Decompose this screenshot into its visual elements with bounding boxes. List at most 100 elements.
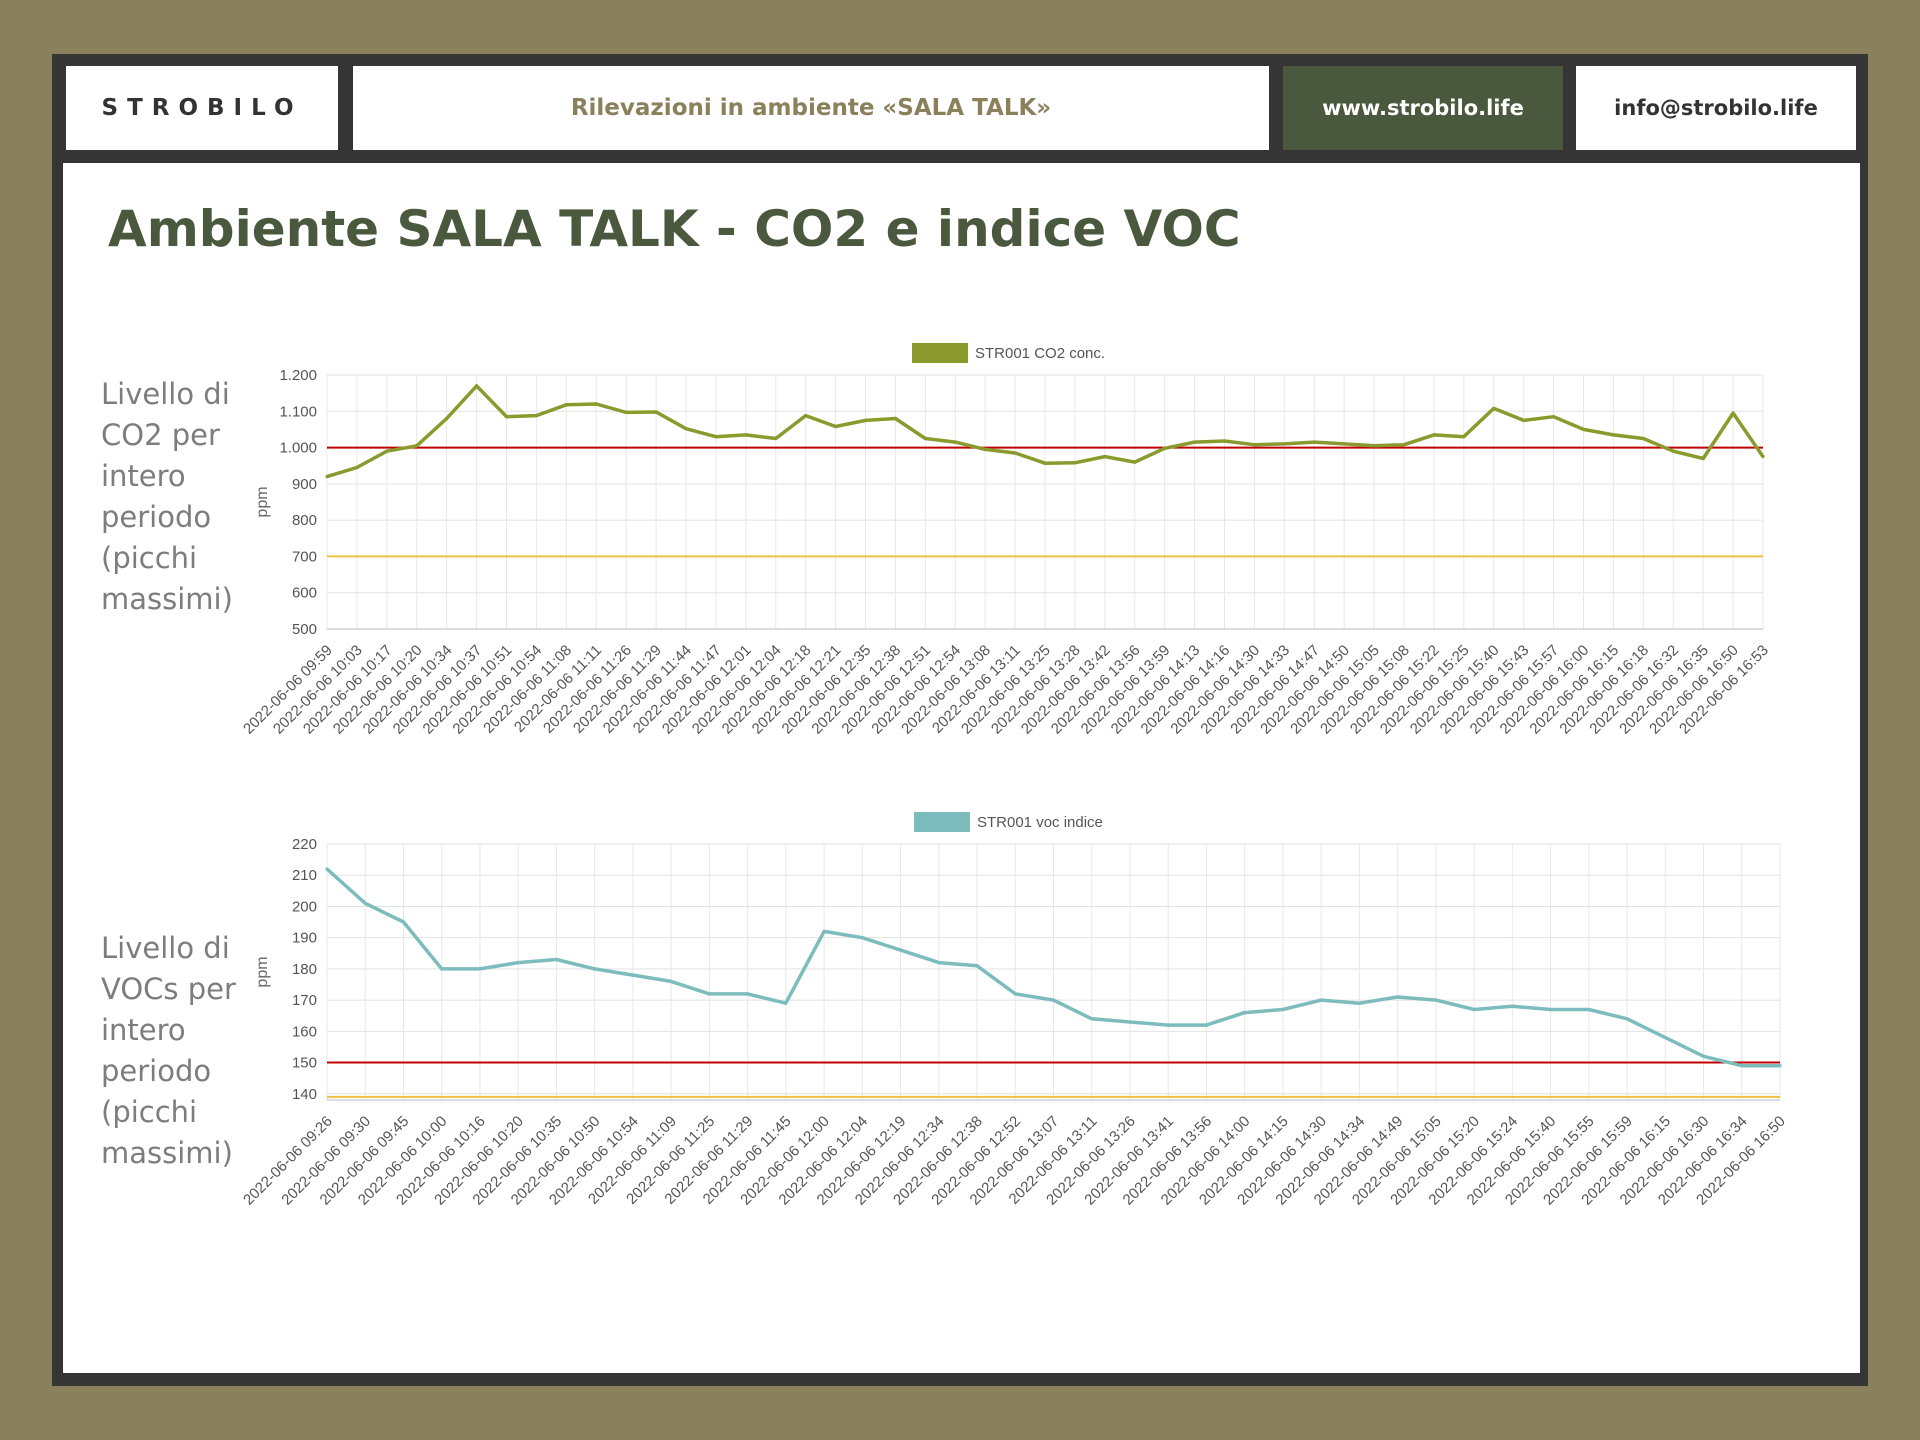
data-point: [1778, 1064, 1782, 1068]
data-point: [1587, 1007, 1591, 1012]
data-point: [1282, 442, 1286, 446]
data-point: [1252, 443, 1257, 447]
y-tick-label: 140: [292, 1086, 317, 1103]
data-point: [1761, 455, 1765, 459]
y-tick-label: 200: [292, 898, 317, 915]
data-point: [1357, 1001, 1361, 1005]
data-point: [1492, 406, 1496, 410]
voc-chart-label: Livello di VOCs per intero periodo (picc…: [101, 931, 236, 1170]
data-point: [1192, 440, 1197, 444]
data-point: [774, 436, 778, 441]
y-axis-label: ppm: [254, 956, 271, 987]
data-point: [1472, 1007, 1476, 1012]
data-point: [1128, 1020, 1132, 1024]
data-point: [1222, 439, 1227, 443]
data-point: [1581, 427, 1586, 432]
data-point: [1434, 998, 1438, 1002]
data-point: [363, 901, 367, 905]
data-point: [624, 410, 628, 414]
content-card: [63, 163, 1860, 1373]
y-tick-label: 150: [292, 1055, 317, 1072]
website-link[interactable]: www.strobilo.life: [1283, 66, 1563, 150]
data-point: [516, 961, 520, 965]
data-point: [1013, 451, 1017, 455]
data-point: [822, 929, 826, 934]
data-point: [1163, 446, 1167, 450]
data-point: [1402, 443, 1406, 447]
y-tick-label: 1.100: [279, 403, 317, 420]
data-point: [1243, 1010, 1247, 1015]
data-point: [983, 447, 987, 451]
data-point: [1073, 461, 1077, 465]
data-point: [1625, 1017, 1629, 1021]
data-point: [898, 948, 903, 952]
chart-group: STR001 CO2 conc. 500 600 700 800 900 1.000 1.10…: [240, 343, 1772, 738]
data-point: [1342, 442, 1346, 446]
data-point: [893, 416, 898, 421]
chart-group: STR001 voc indice 140 150 160 170 180 190 200 21…: [240, 812, 1789, 1209]
data-point: [1166, 1023, 1170, 1027]
y-tick-label: 800: [292, 512, 317, 529]
data-point: [1510, 1004, 1514, 1008]
data-point: [478, 967, 482, 971]
data-point: [937, 961, 941, 965]
data-point: [1319, 998, 1323, 1002]
y-tick-label: 500: [292, 621, 317, 638]
data-point: [975, 964, 979, 968]
data-point: [564, 403, 568, 407]
email-link[interactable]: info@strobilo.life: [1576, 66, 1856, 150]
legend-label: STR001 CO2 conc.: [975, 345, 1105, 362]
data-point: [1522, 418, 1526, 422]
y-tick-label: 700: [292, 548, 317, 565]
data-point: [833, 424, 838, 429]
data-point: [1701, 1054, 1706, 1058]
y-tick-label: 1.200: [279, 367, 317, 384]
data-point: [1372, 444, 1376, 448]
data-point: [325, 475, 329, 479]
data-point: [1462, 435, 1466, 439]
data-point: [1611, 433, 1616, 437]
data-point: [594, 402, 598, 406]
y-tick-label: 1.000: [279, 440, 317, 457]
y-tick-label: 220: [292, 836, 317, 853]
data-point: [860, 936, 864, 940]
legend-swatch: [912, 343, 968, 363]
data-point: [355, 465, 359, 470]
data-point: [1013, 992, 1017, 996]
data-point: [445, 416, 449, 421]
y-tick-label: 210: [292, 867, 317, 884]
data-point: [1740, 1064, 1744, 1068]
data-point: [1133, 460, 1137, 464]
data-point: [1731, 411, 1735, 415]
y-tick-label: 180: [292, 961, 317, 978]
data-point: [784, 1001, 788, 1005]
data-point: [1090, 1017, 1094, 1021]
data-point: [1551, 415, 1556, 419]
data-point: [923, 436, 927, 441]
data-point: [1671, 449, 1675, 453]
data-point: [746, 992, 750, 996]
data-point: [669, 979, 673, 983]
data-point: [953, 440, 957, 444]
data-point: [385, 449, 389, 453]
data-point: [325, 867, 329, 871]
data-point: [504, 415, 509, 419]
y-axis-label: ppm: [254, 486, 271, 517]
data-point: [474, 384, 479, 388]
header-title: Rilevazioni in ambiente «SALA TALK»: [353, 66, 1269, 150]
co2-chart-label: Livello di CO2 per intero periodo (picch…: [101, 377, 233, 616]
data-point: [863, 418, 868, 422]
y-tick-label: 170: [292, 992, 317, 1009]
data-point: [593, 967, 597, 971]
data-point: [1103, 455, 1107, 459]
y-tick-label: 190: [292, 930, 317, 947]
data-point: [534, 414, 539, 418]
data-point: [744, 433, 748, 437]
data-point: [1432, 433, 1436, 437]
data-point: [1281, 1007, 1285, 1012]
data-point: [631, 973, 635, 977]
data-point: [804, 414, 808, 418]
data-point: [1548, 1007, 1553, 1012]
